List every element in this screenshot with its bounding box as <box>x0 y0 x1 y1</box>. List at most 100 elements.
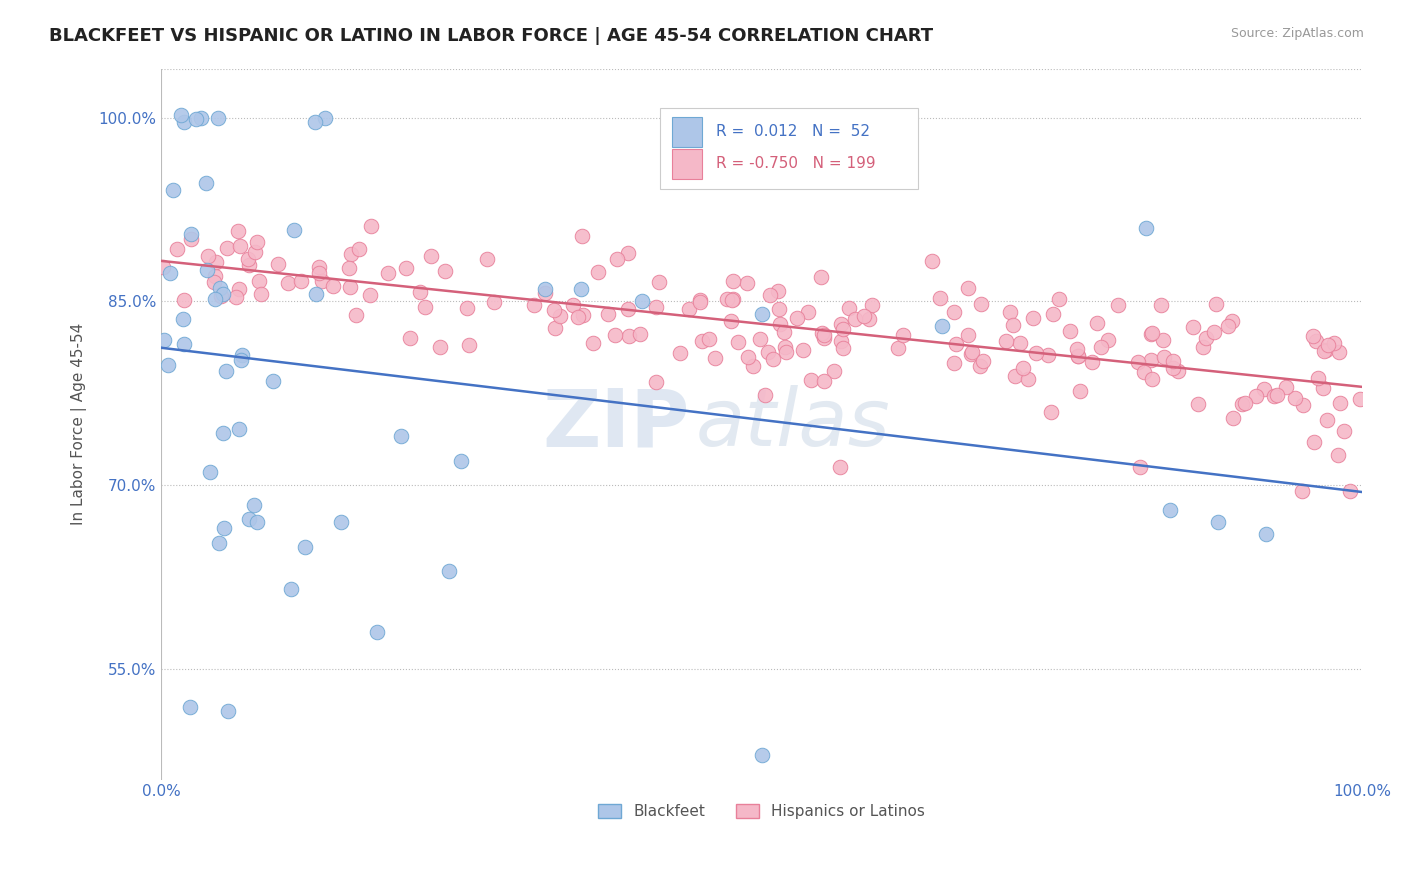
Point <box>1187 396 1209 410</box>
Point <box>212 426 235 441</box>
Point <box>152 260 174 274</box>
Point <box>689 293 711 308</box>
Point <box>858 312 880 326</box>
Point <box>283 222 305 236</box>
Point <box>1140 372 1163 386</box>
Text: Source: ZipAtlas.com: Source: ZipAtlas.com <box>1230 27 1364 40</box>
Point <box>1017 372 1039 386</box>
Point <box>1253 382 1275 396</box>
Point <box>262 374 284 388</box>
Point <box>810 326 832 341</box>
Point <box>813 374 835 388</box>
Point <box>166 243 188 257</box>
Point <box>830 334 852 348</box>
Point <box>311 274 333 288</box>
Y-axis label: In Labor Force | Age 45-54: In Labor Force | Age 45-54 <box>72 323 87 525</box>
Point <box>735 276 758 290</box>
Point <box>1284 391 1306 405</box>
Point <box>716 292 738 306</box>
Point <box>534 286 557 301</box>
Point <box>194 176 217 190</box>
Point <box>754 388 776 402</box>
Point <box>960 347 983 361</box>
Point <box>180 232 202 246</box>
Point <box>344 308 367 322</box>
Point <box>209 289 232 303</box>
Point <box>247 274 270 288</box>
Point <box>229 238 252 252</box>
Point <box>956 280 979 294</box>
Point <box>1085 316 1108 330</box>
Point <box>969 359 991 373</box>
Point <box>1195 331 1218 345</box>
Point <box>159 266 181 280</box>
Point <box>1132 365 1154 379</box>
Point <box>571 282 593 296</box>
Point <box>413 300 436 314</box>
Point <box>704 351 727 365</box>
Point <box>562 297 585 311</box>
Point <box>179 700 201 714</box>
Point <box>749 332 772 346</box>
Point <box>773 325 796 339</box>
Point <box>742 359 765 373</box>
Point <box>1302 329 1324 343</box>
Point <box>209 281 232 295</box>
FancyBboxPatch shape <box>672 149 702 178</box>
Point <box>921 253 943 268</box>
Point <box>928 292 950 306</box>
Point <box>249 287 271 301</box>
Point <box>162 183 184 197</box>
Point <box>668 346 690 360</box>
Point <box>1129 460 1152 475</box>
Point <box>1004 369 1026 384</box>
Point <box>1216 318 1239 333</box>
Point <box>340 247 363 261</box>
Point <box>823 364 845 378</box>
Point <box>775 345 797 359</box>
Text: R = -0.750   N = 199: R = -0.750 N = 199 <box>716 156 876 171</box>
Point <box>360 219 382 233</box>
Point <box>1097 333 1119 347</box>
Point <box>828 460 851 475</box>
Point <box>173 293 195 308</box>
Point <box>475 252 498 266</box>
Point <box>231 352 253 367</box>
Point <box>238 512 260 526</box>
Point <box>294 540 316 554</box>
Point <box>1244 389 1267 403</box>
Point <box>243 245 266 260</box>
Point <box>567 310 589 325</box>
Point <box>173 336 195 351</box>
Point <box>389 429 412 443</box>
Point <box>1315 343 1337 358</box>
Point <box>645 375 668 389</box>
Point <box>1222 411 1244 425</box>
Point <box>1161 354 1184 368</box>
Point <box>617 329 640 343</box>
Point <box>1292 398 1315 412</box>
Point <box>398 331 420 345</box>
Point <box>1135 220 1157 235</box>
Point <box>1265 388 1288 402</box>
Point <box>180 227 202 242</box>
Point <box>204 268 226 283</box>
Point <box>190 111 212 125</box>
Point <box>280 582 302 597</box>
Point <box>543 303 565 318</box>
Point <box>942 304 965 318</box>
Point <box>433 264 456 278</box>
Point <box>337 261 360 276</box>
Point <box>1220 314 1243 328</box>
Point <box>205 255 228 269</box>
Point <box>523 298 546 312</box>
Point <box>1059 324 1081 338</box>
Point <box>831 342 853 356</box>
Point <box>349 242 371 256</box>
Point <box>195 262 218 277</box>
Point <box>1291 484 1313 499</box>
Point <box>308 266 330 280</box>
Point <box>305 286 328 301</box>
Point <box>957 328 980 343</box>
Point <box>1067 349 1090 363</box>
